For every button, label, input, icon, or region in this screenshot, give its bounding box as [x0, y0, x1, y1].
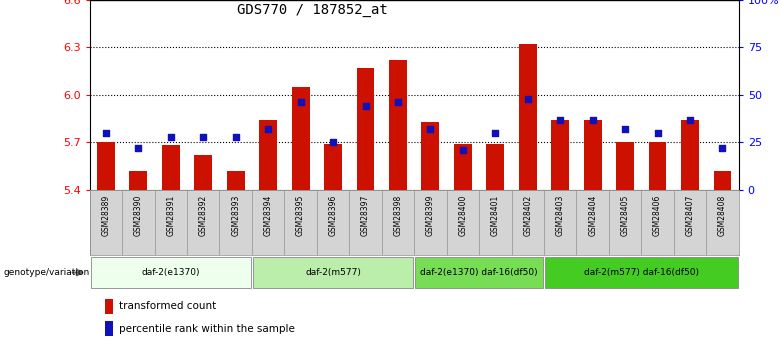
Bar [381, 190, 414, 255]
Text: GSM28399: GSM28399 [426, 195, 435, 236]
Text: GSM28398: GSM28398 [393, 195, 402, 236]
Text: daf-2(m577): daf-2(m577) [305, 268, 361, 277]
Point [684, 117, 697, 122]
Text: GSM28395: GSM28395 [296, 195, 305, 236]
Point [294, 100, 307, 105]
FancyBboxPatch shape [545, 257, 738, 288]
Text: daf-2(e1370): daf-2(e1370) [142, 268, 200, 277]
Bar [105, 299, 113, 314]
Point [165, 134, 177, 139]
Bar [706, 190, 739, 255]
Text: GSM28394: GSM28394 [264, 195, 273, 236]
Bar [317, 190, 349, 255]
Text: GSM28405: GSM28405 [621, 195, 629, 236]
Text: GSM28391: GSM28391 [166, 195, 176, 236]
FancyBboxPatch shape [90, 257, 251, 288]
Point [522, 96, 534, 101]
Text: GSM28404: GSM28404 [588, 195, 597, 236]
Text: daf-2(e1370) daf-16(df50): daf-2(e1370) daf-16(df50) [420, 268, 538, 277]
Point [100, 130, 112, 136]
Bar [259, 120, 277, 190]
Bar [90, 190, 122, 255]
Text: transformed count: transformed count [119, 301, 217, 311]
Bar [162, 146, 179, 190]
Text: daf-2(m577) daf-16(df50): daf-2(m577) daf-16(df50) [583, 268, 699, 277]
Bar [512, 190, 544, 255]
Text: GSM28396: GSM28396 [328, 195, 338, 236]
Bar [576, 190, 609, 255]
Bar [544, 190, 576, 255]
Point [554, 117, 566, 122]
FancyBboxPatch shape [415, 257, 543, 288]
Bar [649, 142, 666, 190]
Text: GSM28400: GSM28400 [459, 195, 467, 236]
Bar [674, 190, 706, 255]
Bar [252, 190, 285, 255]
Text: percentile rank within the sample: percentile rank within the sample [119, 324, 296, 334]
Point [327, 139, 339, 145]
Bar [356, 68, 374, 190]
Bar [194, 155, 212, 190]
Text: genotype/variation: genotype/variation [4, 268, 90, 277]
Bar [681, 120, 699, 190]
Bar [129, 171, 147, 190]
Text: GSM28406: GSM28406 [653, 195, 662, 236]
Bar [414, 190, 447, 255]
Bar [616, 142, 634, 190]
Point [489, 130, 502, 136]
FancyBboxPatch shape [253, 257, 413, 288]
Bar [349, 190, 381, 255]
Bar [714, 171, 732, 190]
Bar [187, 190, 219, 255]
Bar [105, 321, 113, 336]
Point [197, 134, 210, 139]
Point [619, 126, 631, 132]
Bar [519, 44, 537, 190]
Text: GSM28402: GSM28402 [523, 195, 532, 236]
Bar [219, 190, 252, 255]
Bar [285, 190, 317, 255]
Point [262, 126, 275, 132]
Bar [454, 144, 472, 190]
Bar [421, 122, 439, 190]
Bar [122, 190, 154, 255]
Point [456, 147, 469, 152]
Bar [479, 190, 512, 255]
Text: GSM28397: GSM28397 [361, 195, 370, 236]
Point [229, 134, 242, 139]
Text: GSM28390: GSM28390 [134, 195, 143, 236]
Text: GSM28392: GSM28392 [199, 195, 207, 236]
Point [587, 117, 599, 122]
Point [360, 104, 372, 109]
Bar [551, 120, 569, 190]
Bar [292, 87, 310, 190]
Text: GSM28401: GSM28401 [491, 195, 500, 236]
Text: GSM28407: GSM28407 [686, 195, 694, 236]
Point [392, 100, 404, 105]
Bar [447, 190, 479, 255]
Point [716, 145, 729, 151]
Bar [487, 144, 504, 190]
Point [424, 126, 437, 132]
Text: GSM28403: GSM28403 [555, 195, 565, 236]
Bar [154, 190, 187, 255]
Text: GSM28393: GSM28393 [231, 195, 240, 236]
Bar [583, 120, 601, 190]
Bar [97, 142, 115, 190]
Text: GSM28408: GSM28408 [718, 195, 727, 236]
Bar [227, 171, 245, 190]
Bar [609, 190, 641, 255]
Point [651, 130, 664, 136]
Text: GSM28389: GSM28389 [101, 195, 111, 236]
Bar [641, 190, 674, 255]
Text: GDS770 / 187852_at: GDS770 / 187852_at [236, 3, 388, 18]
Bar [324, 144, 342, 190]
Point [132, 145, 144, 151]
Bar [389, 60, 407, 190]
